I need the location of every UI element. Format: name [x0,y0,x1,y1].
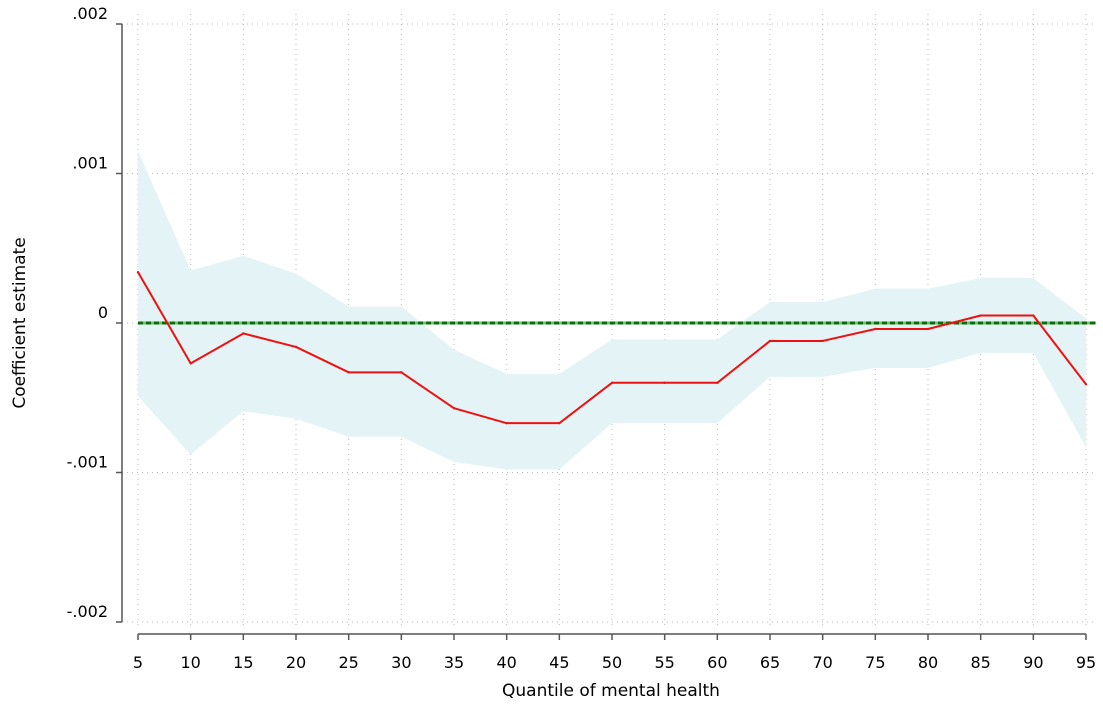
data-point-75 [874,327,877,331]
data-point-30 [400,371,403,374]
data-point-45 [558,421,561,425]
y-tick-label-2: 0 [98,303,108,322]
data-point-5 [136,270,140,274]
data-point-20 [294,345,298,349]
data-point-25 [347,371,350,374]
x-tick-label-55: 55 [654,653,674,672]
confidence-band [138,151,1086,470]
data-point-55 [663,381,666,384]
x-tick-label-10: 10 [180,653,200,672]
x-tick-label-85: 85 [970,653,990,672]
x-tick-label-70: 70 [812,653,832,672]
x-tick-label-95: 95 [1076,653,1096,672]
x-tick-label-45: 45 [549,653,569,672]
x-tick-label-40: 40 [496,653,516,672]
y-tick-label-3: -.001 [67,453,108,472]
x-tick-label-25: 25 [338,653,358,672]
x-tick-label-50: 50 [602,653,622,672]
x-tick-label-15: 15 [233,653,253,672]
data-point-70 [821,339,824,343]
x-tick-label-90: 90 [1023,653,1043,672]
data-point-65 [768,339,772,343]
y-tick-label-4: -.002 [67,602,108,621]
data-point-90 [1032,314,1035,317]
data-point-40 [505,421,508,425]
x-tick-label-5: 5 [133,653,143,672]
y-axis-title: Coefficient estimate [10,237,30,408]
x-tick-label-20: 20 [286,653,306,672]
data-point-85 [979,314,982,317]
data-point-10 [189,362,192,365]
series-line-layer [136,270,1088,425]
confidence-band-layer [138,151,1086,470]
y-tick-label-1: .001 [72,154,108,173]
x-tick-label-80: 80 [918,653,938,672]
data-point-60 [716,381,719,384]
y-tick-label-0: .002 [72,4,108,23]
x-tick-label-65: 65 [760,653,780,672]
x-axis-title: Quantile of mental health [502,681,720,701]
data-point-50 [610,381,614,384]
x-tick-label-60: 60 [707,653,727,672]
x-tick-label-75: 75 [865,653,885,672]
data-point-35 [452,407,456,410]
data-point-80 [926,327,930,331]
data-point-95 [1084,383,1088,386]
axis-layer: .002 .001 0 -.001 -.002 5 10 15 20 25 30 35 40 45 50 55… [67,4,1097,672]
x-tick-label-30: 30 [391,653,411,672]
x-tick-label-35: 35 [444,653,464,672]
data-point-15 [242,332,245,335]
